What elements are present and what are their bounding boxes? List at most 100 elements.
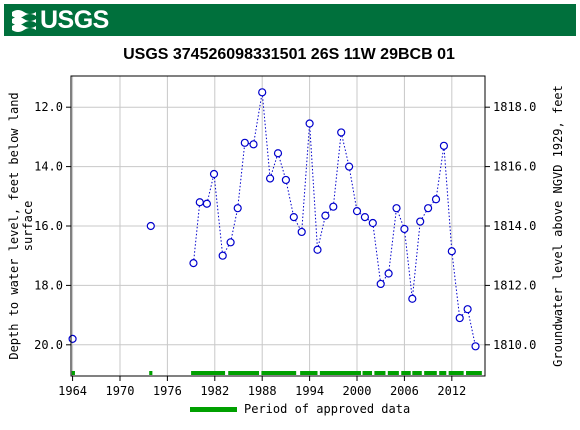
series-connector bbox=[372, 222, 382, 284]
approved-period-bar bbox=[228, 371, 260, 375]
y-right-tick-label: 1816.0 bbox=[493, 160, 536, 174]
data-point[interactable] bbox=[360, 212, 370, 222]
approved-period-bar bbox=[319, 371, 361, 375]
series-connector bbox=[301, 123, 311, 232]
series-connector bbox=[467, 309, 477, 347]
data-point[interactable] bbox=[329, 202, 338, 211]
data-point[interactable] bbox=[321, 211, 330, 220]
data-point[interactable] bbox=[431, 195, 441, 204]
data-point[interactable] bbox=[408, 294, 417, 303]
data-point[interactable] bbox=[226, 238, 235, 247]
data-point[interactable] bbox=[146, 221, 155, 231]
data-point[interactable] bbox=[281, 175, 291, 185]
data-point[interactable] bbox=[195, 198, 204, 207]
grid-lines bbox=[71, 76, 485, 376]
approved-period-bar bbox=[387, 371, 399, 375]
data-point[interactable] bbox=[471, 342, 480, 351]
series-connector bbox=[435, 145, 445, 200]
data-point[interactable] bbox=[202, 199, 211, 208]
y-left-tick-label: 20.0 bbox=[34, 338, 63, 352]
y-left-tick-label: 14.0 bbox=[34, 160, 63, 174]
approved-period-bar bbox=[362, 371, 373, 375]
data-point[interactable] bbox=[297, 227, 306, 237]
legend-swatch bbox=[190, 407, 237, 412]
series-connector bbox=[230, 208, 239, 243]
series-connector bbox=[403, 228, 413, 299]
data-point[interactable] bbox=[218, 251, 227, 260]
series-connector bbox=[451, 251, 461, 319]
series-connector bbox=[237, 142, 246, 209]
y-right-tick-label: 1812.0 bbox=[493, 278, 536, 292]
data-point[interactable] bbox=[392, 204, 401, 213]
data-point[interactable] bbox=[313, 245, 322, 254]
usgs-banner: USGS bbox=[4, 4, 576, 36]
series-connector bbox=[277, 153, 287, 181]
series-connector bbox=[411, 221, 421, 299]
y-right-tick-label: 1814.0 bbox=[493, 219, 536, 233]
x-tick-label: 2000 bbox=[343, 384, 372, 398]
approved-period-bar bbox=[191, 371, 226, 375]
series-connector bbox=[213, 173, 224, 256]
approved-period-bar bbox=[424, 371, 437, 375]
y-right-tick-label: 1810.0 bbox=[493, 338, 536, 352]
y-axis-right-ticks: 1818.0 1816.0 1814.0 1812.0 1810.0 bbox=[485, 100, 536, 352]
series-connector bbox=[285, 179, 295, 218]
data-point[interactable] bbox=[376, 279, 385, 289]
legend-label: Period of approved data bbox=[244, 402, 410, 416]
series-connector bbox=[348, 166, 358, 212]
y-right-tick-label: 1818.0 bbox=[493, 100, 536, 114]
y-left-tick-label: 18.0 bbox=[34, 278, 63, 292]
data-point[interactable] bbox=[416, 217, 425, 226]
x-tick-label: 1976 bbox=[153, 384, 182, 398]
x-tick-label: 1994 bbox=[295, 384, 324, 398]
data-point[interactable] bbox=[209, 169, 219, 179]
data-point[interactable] bbox=[368, 218, 377, 228]
data-point[interactable] bbox=[240, 138, 249, 147]
approved-period-bar bbox=[412, 371, 422, 375]
usgs-logo[interactable]: USGS bbox=[10, 6, 109, 34]
series-connector bbox=[309, 123, 319, 250]
data-point[interactable] bbox=[439, 141, 449, 150]
data-point[interactable] bbox=[463, 305, 472, 314]
series-connector bbox=[192, 202, 201, 264]
series-connector bbox=[317, 215, 326, 250]
data-point[interactable] bbox=[265, 174, 275, 183]
usgs-logo-text: USGS bbox=[40, 5, 109, 34]
data-point[interactable] bbox=[424, 204, 433, 213]
x-tick-label: 1988 bbox=[248, 384, 277, 398]
data-point[interactable] bbox=[68, 334, 77, 343]
series-connector bbox=[253, 92, 263, 145]
x-axis-ticks: 1964 1970 1976 1982 1988 1994 2000 2006 2012 bbox=[58, 376, 466, 398]
approved-periods bbox=[71, 371, 482, 375]
series-connector bbox=[269, 153, 279, 179]
data-point[interactable] bbox=[400, 224, 409, 234]
data-point[interactable] bbox=[345, 162, 354, 171]
data-point[interactable] bbox=[249, 140, 258, 149]
y-axis-left-ticks: 12.0 14.0 16.0 18.0 20.0 bbox=[34, 100, 71, 352]
data-point[interactable] bbox=[352, 207, 362, 216]
data-point[interactable] bbox=[289, 212, 298, 222]
series-connector bbox=[419, 207, 429, 222]
data-point[interactable] bbox=[384, 269, 393, 278]
data-point[interactable] bbox=[258, 88, 267, 97]
approved-period-bar bbox=[261, 371, 297, 375]
x-tick-label: 2006 bbox=[390, 384, 419, 398]
series-connector bbox=[261, 92, 271, 179]
data-point[interactable] bbox=[455, 313, 464, 323]
approved-period-bar bbox=[71, 371, 75, 375]
series-connector bbox=[340, 132, 350, 167]
data-point[interactable] bbox=[447, 247, 456, 256]
chart-title: USGS 374526098331501 26S 11W 29BCB 01 bbox=[123, 46, 455, 63]
approved-period-bar bbox=[448, 371, 464, 375]
series-connector bbox=[332, 132, 342, 207]
data-point[interactable] bbox=[273, 149, 283, 158]
x-tick-label: 1964 bbox=[58, 384, 87, 398]
data-point[interactable] bbox=[337, 128, 346, 137]
y-axis-left-label-line2: surface bbox=[21, 201, 35, 252]
data-point[interactable] bbox=[233, 204, 242, 213]
series-connector bbox=[443, 145, 453, 252]
series-connector bbox=[206, 173, 215, 204]
data-point[interactable] bbox=[189, 259, 198, 268]
data-point[interactable] bbox=[305, 119, 314, 128]
